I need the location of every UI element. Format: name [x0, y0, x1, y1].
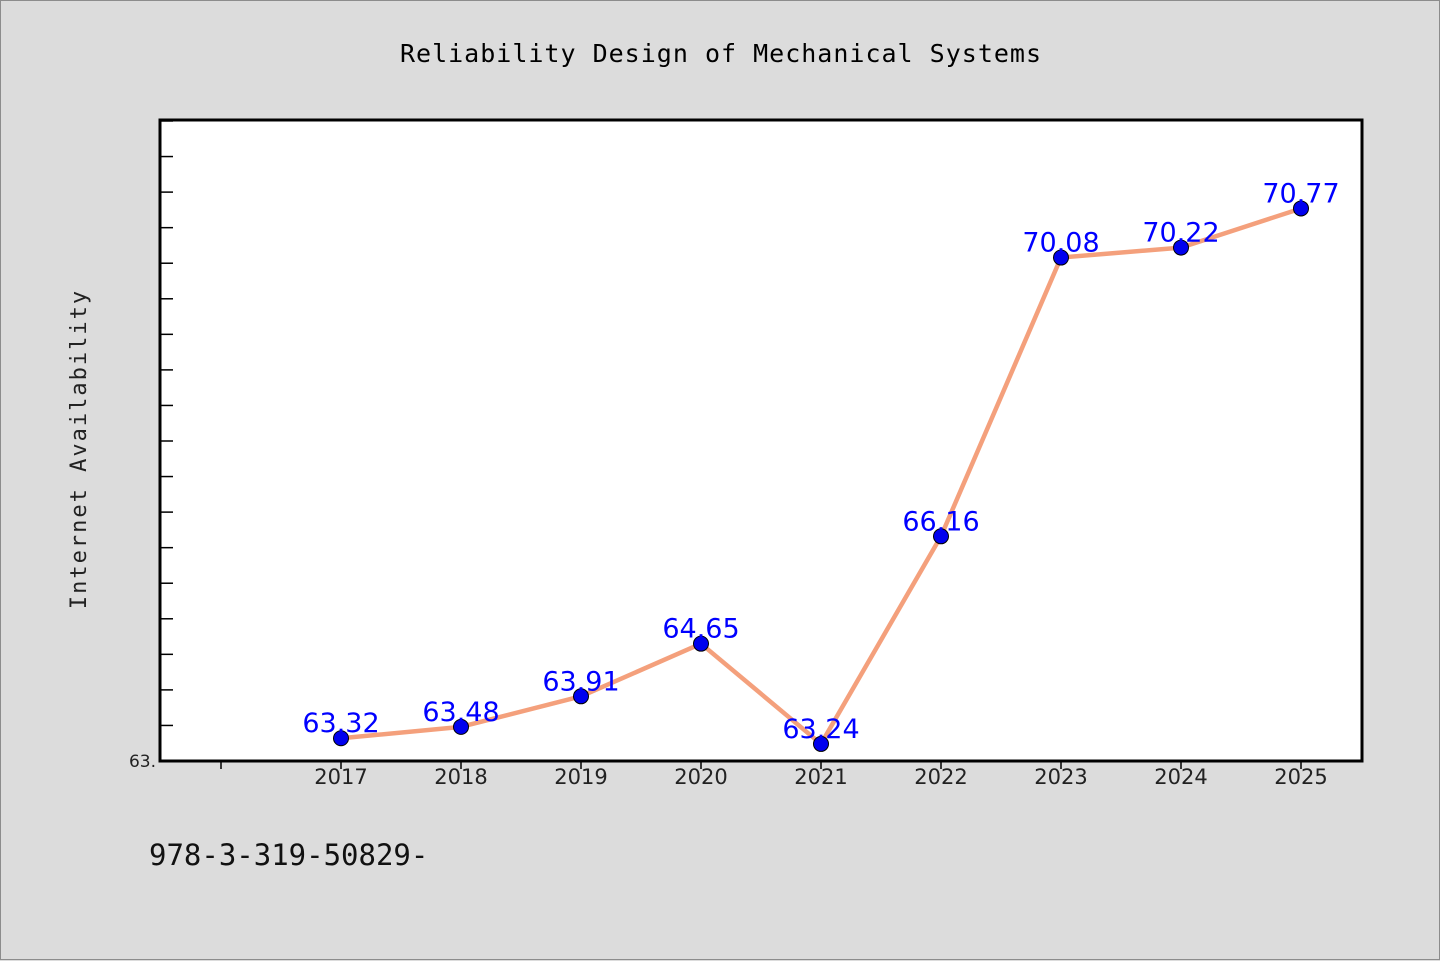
data-label: 64.65: [662, 614, 739, 645]
chart-title: Reliability Design of Mechanical Systems: [400, 39, 1042, 68]
x-tick-label: 2017: [314, 765, 367, 789]
footer-text: 978-3-319-50829-: [149, 838, 428, 872]
data-point: [813, 735, 829, 752]
x-tick-label: 2022: [914, 765, 967, 789]
y-axis-ticks: [161, 120, 173, 762]
data-label: 63.24: [782, 714, 859, 745]
data-label: 70.77: [1262, 178, 1339, 209]
data-point: [933, 528, 949, 545]
data-point: [333, 730, 349, 747]
series-markers: [333, 200, 1309, 752]
data-label: 66.16: [902, 506, 979, 537]
data-point: [1293, 200, 1309, 217]
y-tick-label: 63.: [129, 752, 156, 772]
x-tick-label: 2025: [1274, 765, 1327, 789]
data-label: 70.22: [1142, 218, 1219, 249]
data-label: 70.08: [1022, 228, 1099, 259]
x-axis-ticks: [220, 762, 1302, 769]
data-label: 63.32: [302, 708, 379, 739]
x-tick-label: 2021: [794, 765, 847, 789]
data-point: [573, 688, 589, 705]
data-point: [453, 718, 469, 735]
y-axis-label: Internet Availability: [67, 289, 92, 609]
x-tick-label: 2023: [1034, 765, 1087, 789]
data-point: [1053, 249, 1069, 266]
data-label: 63.48: [422, 697, 499, 728]
data-label: 63.91: [542, 666, 619, 697]
plot-area: [158, 118, 1364, 763]
x-axis-tick-labels: 2017 2018 2019 2020 2021 2022 2023 2024 2025: [314, 765, 1327, 789]
data-point: [1173, 239, 1189, 256]
x-tick-label: 2018: [434, 765, 487, 789]
x-tick-label: 2020: [674, 765, 727, 789]
x-tick-label: 2019: [554, 765, 607, 789]
data-point: [693, 635, 709, 652]
data-labels: 63.32 63.48 63.91 64.65 63.24 66.16 70.08 70.22…: [302, 178, 1339, 744]
x-tick-label: 2024: [1154, 765, 1207, 789]
